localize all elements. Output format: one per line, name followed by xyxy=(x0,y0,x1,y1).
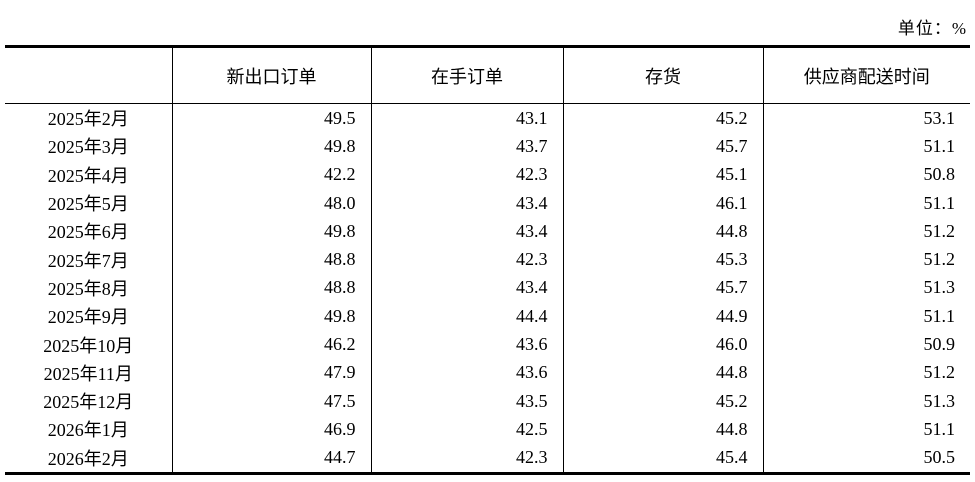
value-cell: 42.3 xyxy=(370,245,563,274)
period-cell: 2026年2月 xyxy=(47,448,129,469)
value-cell: 43.4 xyxy=(370,217,563,246)
pmi-table: 新出口订单 在手订单 存货 供应商配送时间 2025年2月 49.5 43.1 45.… xyxy=(5,45,970,475)
value-cell: 44.8 xyxy=(562,415,763,444)
period-cell: 2025年3月 xyxy=(47,137,129,158)
value-cell: 43.6 xyxy=(370,330,563,359)
value-cell: 51.2 xyxy=(762,217,970,246)
value-cell: 43.7 xyxy=(370,132,563,161)
table-row: 2025年9月 49.8 44.4 44.9 51.1 xyxy=(5,302,970,331)
value-cell: 51.2 xyxy=(762,358,970,387)
table-row: 2025年4月 42.2 42.3 45.1 50.8 xyxy=(5,160,970,189)
value-cell: 43.6 xyxy=(370,358,563,387)
value-cell: 49.8 xyxy=(171,132,371,161)
period-cell: 2025年4月 xyxy=(47,165,129,186)
value-cell: 49.8 xyxy=(171,302,371,331)
table-row: 2025年6月 49.8 43.4 44.8 51.2 xyxy=(5,217,970,246)
period-cell: 2025年7月 xyxy=(47,250,129,271)
value-cell: 45.7 xyxy=(562,273,763,303)
value-cell: 45.7 xyxy=(562,132,763,161)
period-cell: 2025年6月 xyxy=(47,222,129,243)
table-row: 2025年2月 49.5 43.1 45.2 53.1 xyxy=(5,103,970,133)
value-cell: 45.2 xyxy=(562,103,763,133)
value-cell: 42.5 xyxy=(370,415,563,444)
period-cell: 2025年12月 xyxy=(43,392,134,413)
value-cell: 43.5 xyxy=(370,386,563,416)
value-cell: 53.1 xyxy=(762,103,970,133)
value-cell: 45.4 xyxy=(562,443,763,474)
value-cell: 46.0 xyxy=(562,330,763,359)
value-cell: 42.3 xyxy=(370,443,563,474)
table-row: 2025年3月 49.8 43.7 45.7 51.1 xyxy=(5,132,970,161)
value-cell: 51.3 xyxy=(762,273,970,303)
value-cell: 45.2 xyxy=(562,386,763,416)
column-header-supplier-delivery-time: 供应商配送时间 xyxy=(762,46,970,104)
value-cell: 47.5 xyxy=(171,386,371,416)
value-cell: 44.4 xyxy=(370,302,563,331)
value-cell: 51.1 xyxy=(762,415,970,444)
column-header-inventory: 存货 xyxy=(562,46,763,104)
value-cell: 48.0 xyxy=(171,188,371,218)
period-cell: 2025年2月 xyxy=(47,109,129,130)
table-row: 2025年10月 46.2 43.6 46.0 50.9 xyxy=(5,330,970,359)
value-cell: 43.4 xyxy=(370,188,563,218)
value-cell: 44.9 xyxy=(562,302,763,331)
table-row: 2025年7月 48.8 42.3 45.3 51.2 xyxy=(5,245,970,274)
value-cell: 51.1 xyxy=(762,132,970,161)
period-cell: 2025年10月 xyxy=(43,335,134,356)
table-row: 2025年11月 47.9 43.6 44.8 51.2 xyxy=(5,358,970,387)
period-cell: 2026年1月 xyxy=(47,420,129,441)
value-cell: 46.2 xyxy=(171,330,371,359)
value-cell: 48.8 xyxy=(171,245,371,274)
value-cell: 51.1 xyxy=(762,302,970,331)
table-row: 2025年5月 48.0 43.4 46.1 51.1 xyxy=(5,188,970,218)
value-cell: 43.1 xyxy=(370,103,563,133)
period-cell: 2025年11月 xyxy=(43,363,133,384)
column-header-new-export-orders: 新出口订单 xyxy=(171,46,371,104)
value-cell: 44.7 xyxy=(171,443,371,474)
value-cell: 50.9 xyxy=(762,330,970,359)
value-cell: 46.1 xyxy=(562,188,763,218)
value-cell: 48.8 xyxy=(171,273,371,303)
unit-label: 单位：% xyxy=(897,19,967,38)
table-body: 2025年2月 49.5 43.1 45.2 53.1 2025年3月 49.8 43.7 45… xyxy=(5,103,970,474)
value-cell: 44.8 xyxy=(562,358,763,387)
table-row: 2026年2月 44.7 42.3 45.4 50.5 xyxy=(5,443,970,474)
header-row: 新出口订单 在手订单 存货 供应商配送时间 xyxy=(5,46,970,104)
value-cell: 51.2 xyxy=(762,245,970,274)
value-cell: 50.5 xyxy=(762,443,970,474)
value-cell: 49.5 xyxy=(171,103,371,133)
table-row: 2025年12月 47.5 43.5 45.2 51.3 xyxy=(5,386,970,416)
column-header-orders-in-hand: 在手订单 xyxy=(370,46,563,104)
value-cell: 42.2 xyxy=(171,160,371,189)
value-cell: 45.1 xyxy=(562,160,763,189)
value-cell: 50.8 xyxy=(762,160,970,189)
value-cell: 51.3 xyxy=(762,386,970,416)
value-cell: 46.9 xyxy=(171,415,371,444)
value-cell: 45.3 xyxy=(562,245,763,274)
period-cell: 2025年9月 xyxy=(47,307,129,328)
column-header-period xyxy=(5,46,172,104)
table-row: 2025年8月 48.8 43.4 45.7 51.3 xyxy=(5,273,970,303)
value-cell: 51.1 xyxy=(762,188,970,218)
value-cell: 44.8 xyxy=(562,217,763,246)
value-cell: 43.4 xyxy=(370,273,563,303)
value-cell: 49.8 xyxy=(171,217,371,246)
period-cell: 2025年8月 xyxy=(47,278,129,299)
value-cell: 47.9 xyxy=(171,358,371,387)
table-row: 2026年1月 46.9 42.5 44.8 51.1 xyxy=(5,415,970,444)
value-cell: 42.3 xyxy=(370,160,563,189)
period-cell: 2025年5月 xyxy=(47,194,129,215)
